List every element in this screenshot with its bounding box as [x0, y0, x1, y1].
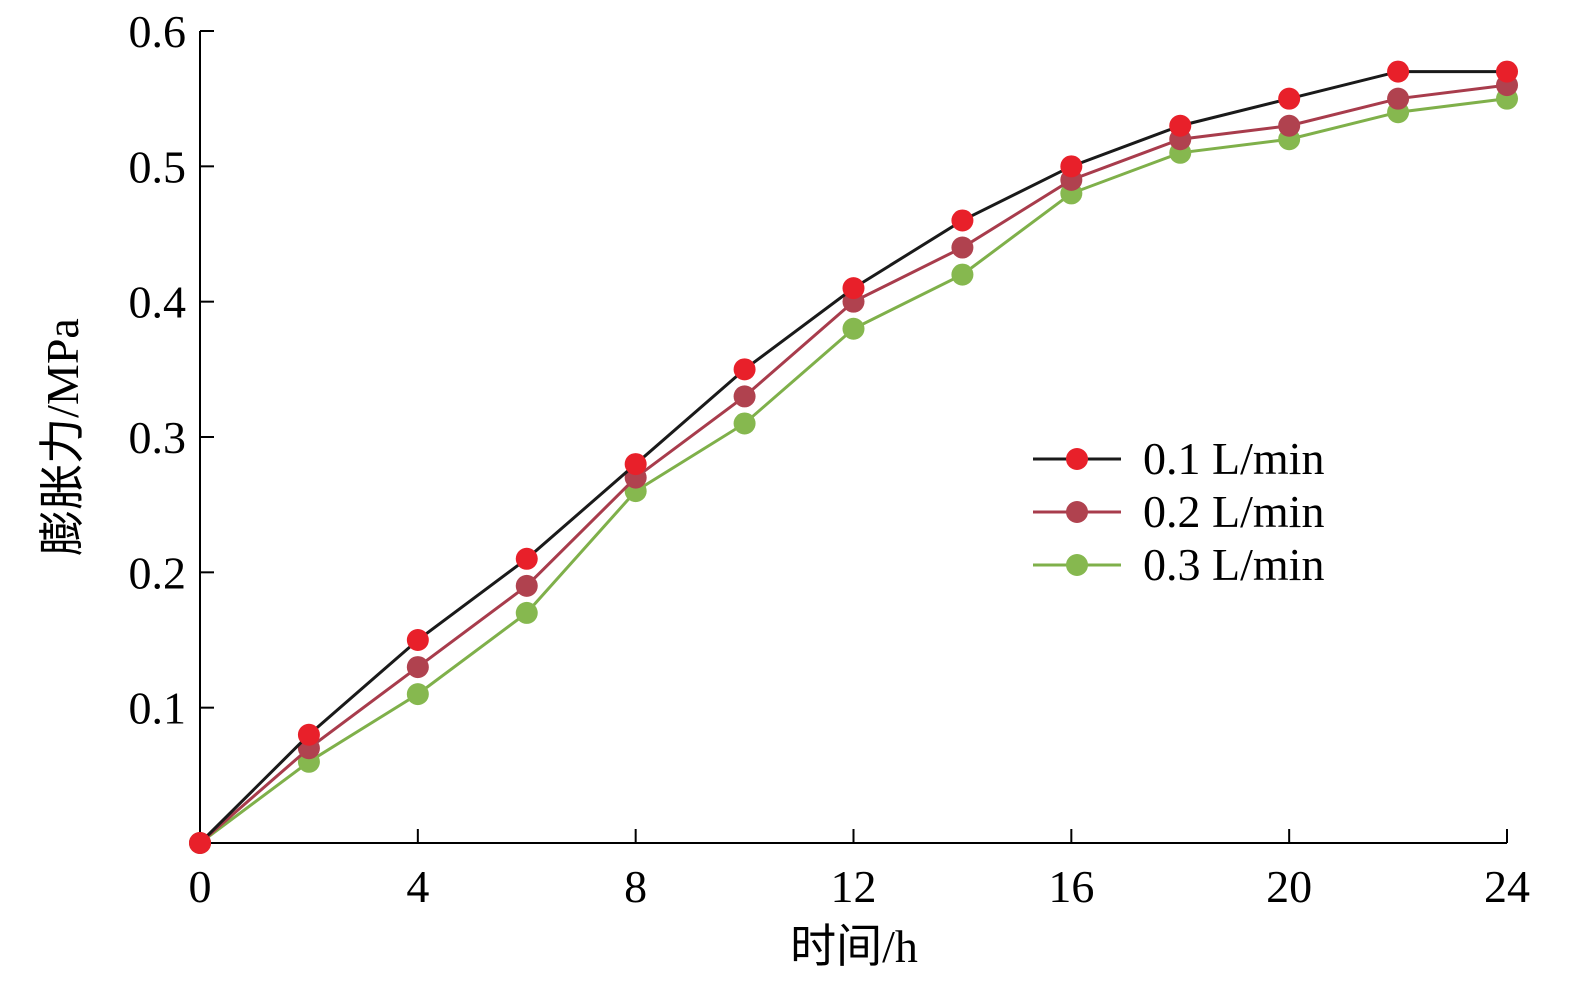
data-point: [1060, 155, 1083, 178]
y-tick-label: 0.1: [129, 683, 187, 734]
data-point: [515, 601, 538, 624]
data-point: [406, 683, 429, 706]
x-tick-label: 20: [1266, 861, 1312, 912]
y-axis-title: 膨胀力/MPa: [37, 318, 88, 556]
legend-label: 0.1 L/min: [1143, 433, 1324, 484]
legend-item: 0.1 L/min: [1033, 433, 1324, 484]
data-point: [1496, 60, 1518, 83]
y-tick-label: 0.6: [129, 6, 187, 57]
x-tick-label: 8: [624, 861, 647, 912]
legend-marker: [1066, 501, 1088, 523]
data-point: [951, 209, 974, 232]
x-tick-label: 12: [831, 861, 877, 912]
data-point: [1169, 114, 1192, 137]
data-point: [733, 358, 756, 381]
data-point: [297, 723, 320, 746]
legend-item: 0.3 L/min: [1033, 539, 1324, 590]
data-point: [842, 277, 865, 300]
data-point: [951, 236, 974, 259]
x-tick-label: 0: [189, 861, 212, 912]
data-point: [515, 574, 538, 597]
data-point: [1387, 60, 1410, 83]
legend-item: 0.2 L/min: [1033, 486, 1324, 537]
legend-marker: [1066, 554, 1088, 576]
data-point: [842, 317, 865, 340]
data-point: [624, 453, 647, 476]
x-tick-label: 4: [406, 861, 429, 912]
data-point: [189, 832, 211, 854]
y-tick-label: 0.3: [129, 412, 187, 463]
legend-label: 0.2 L/min: [1143, 486, 1324, 537]
data-point: [1387, 87, 1410, 110]
x-tick-label: 24: [1484, 861, 1530, 912]
series-1: [189, 60, 1518, 854]
data-point: [951, 263, 974, 286]
legend-marker: [1066, 448, 1088, 470]
data-point: [406, 656, 429, 679]
x-axis-ticks: 0 4 8 12 16 20 24: [189, 829, 1530, 912]
data-point: [515, 547, 538, 570]
y-axis-ticks: 0.1 0.2 0.3 0.4 0.5 0.6: [129, 6, 214, 734]
legend-label: 0.3 L/min: [1143, 539, 1324, 590]
x-tick-label: 16: [1048, 861, 1094, 912]
data-point: [1278, 87, 1301, 110]
series-layer: [189, 60, 1518, 854]
y-tick-label: 0.5: [129, 141, 187, 192]
data-point: [733, 385, 756, 408]
data-point: [406, 629, 429, 651]
data-point: [1278, 114, 1301, 137]
y-tick-label: 0.2: [129, 547, 187, 598]
x-axis-title: 时间/h: [790, 921, 918, 972]
y-tick-label: 0.4: [129, 277, 187, 328]
data-point: [733, 412, 756, 435]
